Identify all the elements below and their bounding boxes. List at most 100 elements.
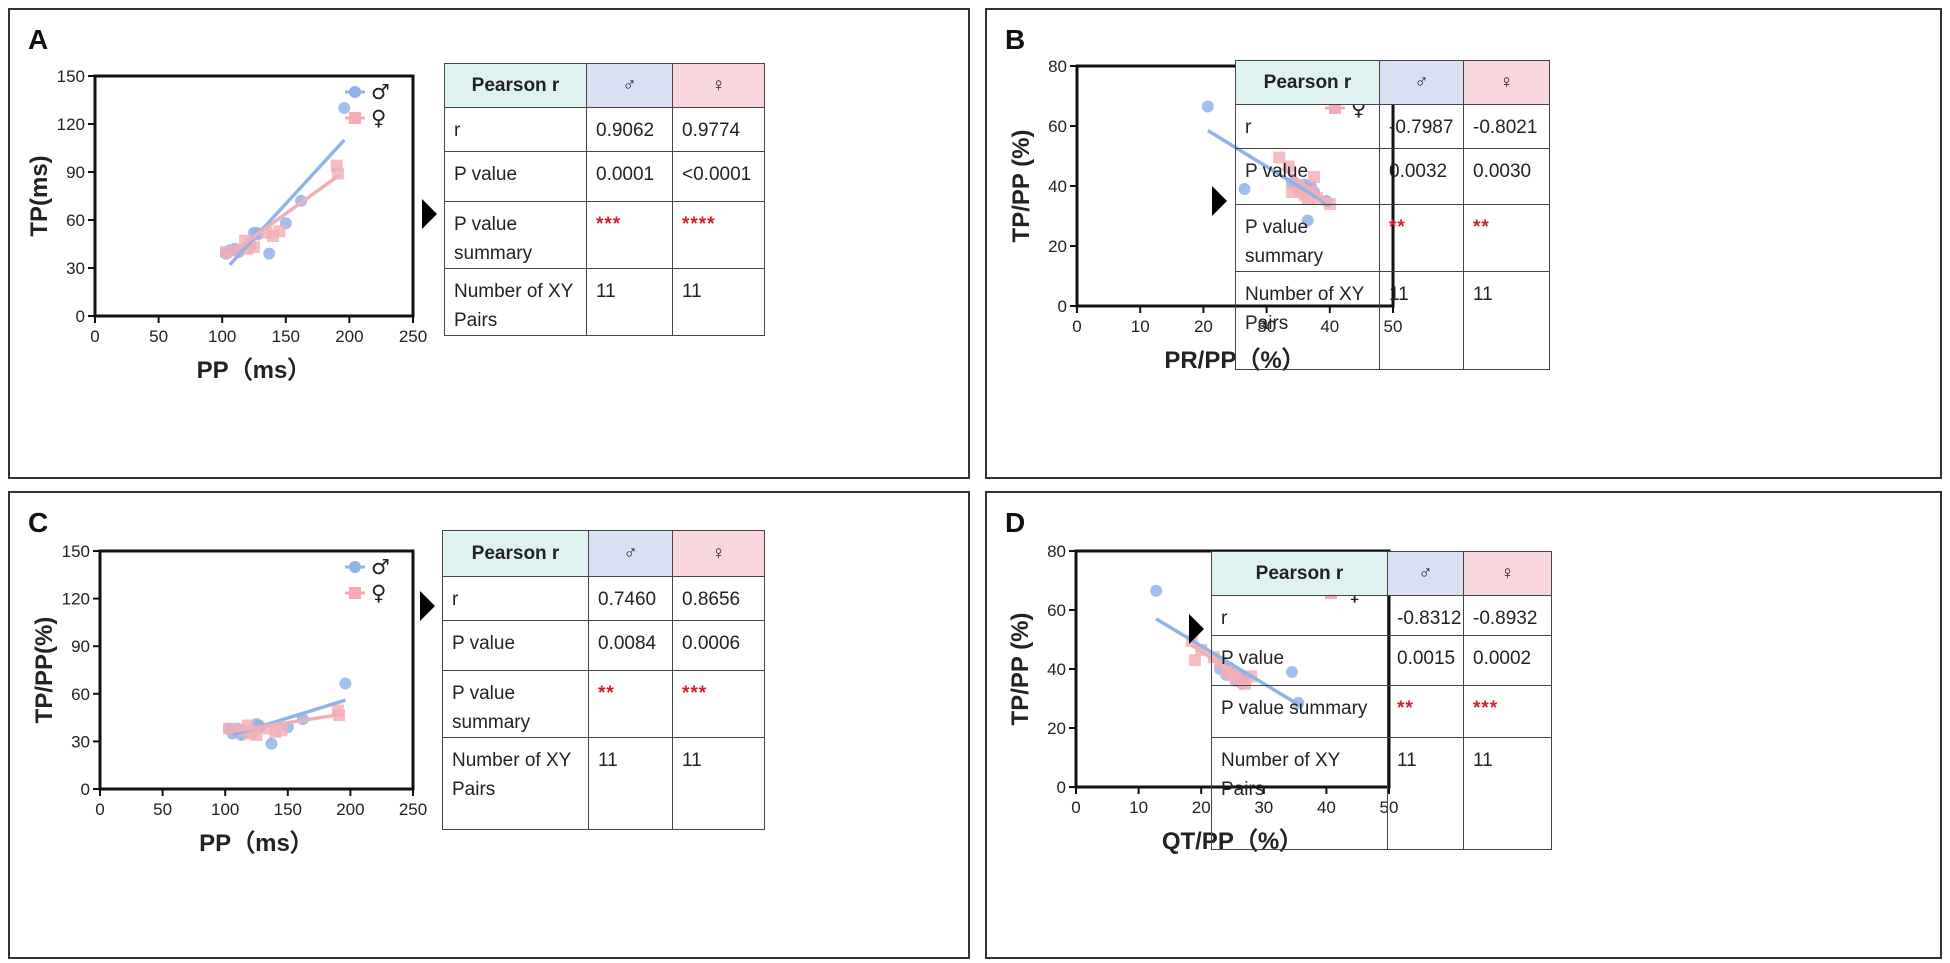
arrow-icon [420,591,435,621]
scatter-plot: 0 30 60 90 120 150 0 50 100 150 200 250 PP（ms） TP(ms)… [26,67,427,384]
row-label: Number of XY Pairs [1235,271,1380,370]
y-tick-label: 80 [1048,57,1067,76]
x-tick-label: 10 [1131,317,1150,336]
male-value: 11 [1387,737,1464,850]
data-point [241,242,254,255]
data-point [1201,100,1214,113]
female-significance: ** [1463,204,1550,272]
row-label: r [1211,595,1388,636]
female-value: 11 [1463,271,1550,370]
male-value: 0.0015 [1387,635,1464,686]
legend-marker [349,587,361,599]
fit-line-female [224,173,341,259]
data-point [275,724,288,737]
plot-frame [93,74,415,318]
female-value: -0.8021 [1463,104,1550,149]
x-tick-label: 20 [1194,317,1213,336]
male-significance: ** [1387,685,1464,738]
y-tick-label: 40 [1048,177,1067,196]
arrow-icon [422,199,437,229]
male-significance: ** [588,670,673,738]
plot-frame [98,549,415,791]
x-tick-label: 150 [274,800,302,819]
panel-letter: A [28,24,49,55]
header-pearson-r: Pearson r [1235,60,1380,105]
header-male: ♂ [588,530,673,577]
y-axis-title: TP/PP (%) [1008,130,1035,243]
row-label: P value summary [1211,685,1388,738]
male-value: -0.7987 [1379,104,1464,149]
x-tick-label: 0 [90,327,99,346]
fit-line-male [228,138,346,266]
legend-label: ♀ [371,106,386,130]
legend-marker [349,561,361,573]
panel-letter: B [1005,24,1026,55]
header-male: ♂ [1387,551,1464,596]
arrow-icon [1189,614,1204,644]
row-label: P value [1211,635,1388,686]
female-value: 0.0002 [1463,635,1552,686]
male-value: -0.8312 [1387,595,1464,636]
female-significance: *** [1463,685,1552,738]
x-tick-label: 150 [272,327,300,346]
x-tick-label: 0 [1071,798,1080,817]
legend-marker [349,86,361,98]
female-value: -0.8932 [1463,595,1552,636]
header-pearson-r: Pearson r [442,530,589,577]
y-tick-label: 0 [1057,778,1066,797]
y-tick-label: 60 [71,685,90,704]
x-tick-label: 250 [399,800,427,819]
y-axis-title: TP/PP(%) [31,617,58,724]
stats-table: Pearson r ♂ ♀ r -0.8312 -0.8932 P value … [1211,551,1552,850]
row-label: Number of XY Pairs [442,737,589,830]
y-axis-title: TP/PP (%) [1007,613,1034,726]
y-tick-label: 120 [62,590,90,609]
stats-table: Pearson r ♂ ♀ r 0.7460 0.8656 P value 0.… [442,530,765,830]
header-pearson-r: Pearson r [444,63,587,108]
male-value: 0.0032 [1379,148,1464,205]
female-significance: **** [672,201,765,269]
y-tick-label: 90 [71,637,90,656]
row-label: P value summary [1235,204,1380,272]
panel-letter: C [28,507,49,538]
header-pearson-r: Pearson r [1211,551,1388,596]
y-tick-label: 30 [66,259,85,278]
y-tick-label: 120 [57,115,85,134]
y-tick-label: 60 [1047,601,1066,620]
header-female: ♀ [1463,551,1552,596]
y-tick-label: 80 [1047,542,1066,561]
stats-table: Pearson r ♂ ♀ r -0.7987 -0.8021 P value … [1235,60,1550,370]
x-tick-label: 0 [95,800,104,819]
data-point [273,225,286,238]
stats-table: Pearson r ♂ ♀ r 0.9062 0.9774 P value 0.… [444,63,765,336]
data-point [1150,584,1163,597]
legend-label: ♂ [371,80,390,104]
y-tick-label: 150 [62,542,90,561]
x-axis-title: PP（ms） [197,357,312,384]
male-value: 0.0084 [588,620,673,671]
data-point [265,737,278,750]
female-value: 11 [672,268,765,336]
x-tick-label: 100 [208,327,236,346]
header-female: ♀ [672,530,765,577]
row-label: r [442,576,589,621]
panel-letter: D [1005,507,1026,538]
male-value: 0.0001 [586,151,673,202]
row-label: Number of XY Pairs [444,268,587,336]
row-label: P value summary [442,670,589,738]
female-value: <0.0001 [672,151,765,202]
y-tick-label: 0 [81,780,90,799]
male-significance: *** [586,201,673,269]
x-axis-title: PP（ms） [199,830,314,857]
male-value: 11 [1379,271,1464,370]
scatter-plot: 0 30 60 90 120 150 0 50 100 150 200 250 PP（ms） TP/PP(… [31,542,427,857]
y-tick-label: 90 [66,163,85,182]
x-tick-label: 10 [1129,798,1148,817]
female-value: 11 [672,737,765,830]
y-tick-label: 40 [1047,660,1066,679]
panel-a: A 0 30 60 90 120 150 0 50 100 150 200 250 PP（ms） TP(m… [8,8,970,479]
row-label: P value [1235,148,1380,205]
y-axis-title: TP(ms) [26,155,53,236]
row-label: r [444,107,587,152]
